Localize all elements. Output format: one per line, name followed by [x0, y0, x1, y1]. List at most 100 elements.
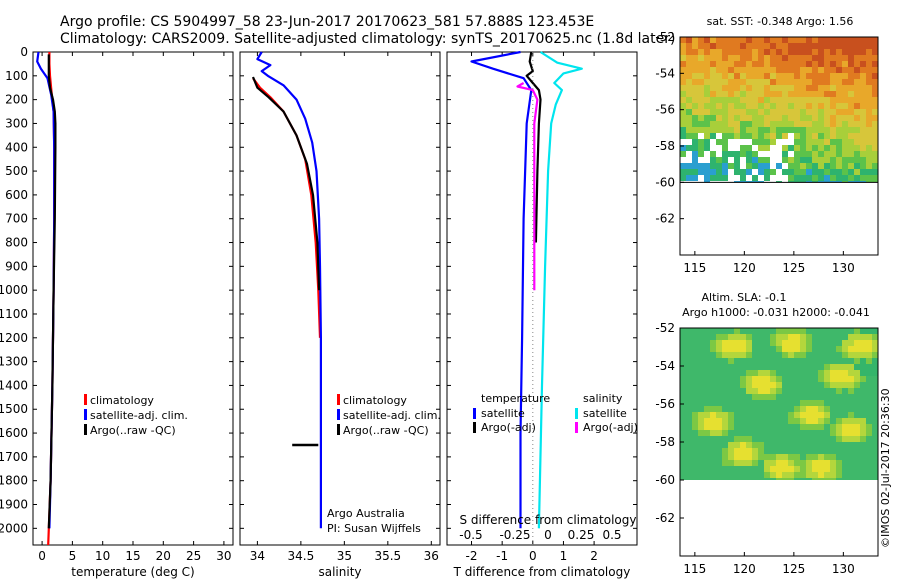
- map-cell: [848, 115, 854, 121]
- map-cell: [794, 424, 800, 430]
- map-cell: [710, 127, 716, 133]
- map-cell: [830, 376, 836, 382]
- map-cell: [872, 151, 878, 157]
- map-cell: [794, 340, 800, 346]
- map-cell: [836, 388, 842, 394]
- map-cell: [872, 466, 878, 472]
- map-cell: [722, 97, 728, 103]
- map-cell: [854, 424, 860, 430]
- map-cell: [758, 127, 764, 133]
- map-cell: [788, 340, 794, 346]
- map-cell: [704, 91, 710, 97]
- map-cell: [692, 181, 698, 183]
- map-cell: [746, 328, 752, 334]
- map-cell: [728, 394, 734, 400]
- map-cell: [734, 406, 740, 412]
- map-cell: [698, 448, 704, 454]
- map-cell: [692, 370, 698, 376]
- map-cell: [872, 133, 878, 139]
- map-cell: [704, 103, 710, 109]
- map-cell: [764, 466, 770, 472]
- map-cell: [722, 103, 728, 109]
- map-cell: [782, 352, 788, 358]
- map-cell: [854, 67, 860, 73]
- series-line: [525, 51, 542, 243]
- map-cell: [818, 61, 824, 67]
- map-cell: [698, 346, 704, 352]
- map-cell: [722, 418, 728, 424]
- map-cell: [698, 115, 704, 121]
- map-cell: [716, 418, 722, 424]
- map-cell: [740, 121, 746, 127]
- map-cell: [740, 418, 746, 424]
- map-cell: [710, 49, 716, 55]
- map-cell: [812, 121, 818, 127]
- y-tick-label: 500: [5, 164, 28, 178]
- map-cell: [842, 49, 848, 55]
- map-cell: [716, 85, 722, 91]
- map-cell: [818, 376, 824, 382]
- map-cell: [872, 37, 878, 43]
- map-cell: [842, 352, 848, 358]
- map-cell: [812, 436, 818, 442]
- map-cell: [734, 358, 740, 364]
- map-cell: [788, 418, 794, 424]
- map-cell: [788, 430, 794, 436]
- map-cell: [800, 109, 806, 115]
- map-cell: [686, 328, 692, 334]
- map-cell: [836, 169, 842, 175]
- map-cell: [758, 61, 764, 67]
- map-cell: [818, 163, 824, 169]
- map-cell: [872, 400, 878, 406]
- map-cell: [812, 169, 818, 175]
- map-cell: [716, 175, 722, 181]
- map-cell: [734, 49, 740, 55]
- map-cell: [836, 181, 842, 183]
- map-cell: [812, 61, 818, 67]
- map-cell: [818, 370, 824, 376]
- map-cell: [782, 151, 788, 157]
- map-cell: [794, 472, 800, 478]
- map-cell: [734, 418, 740, 424]
- map-cell: [782, 163, 788, 169]
- map-cell: [836, 460, 842, 466]
- map-cell: [788, 91, 794, 97]
- map-cell: [794, 43, 800, 49]
- map-cell: [848, 97, 854, 103]
- map-cell: [698, 151, 704, 157]
- map-cell: [860, 334, 866, 340]
- map-cell: [860, 412, 866, 418]
- map-cell: [704, 109, 710, 115]
- y-tick-label: -62: [655, 212, 675, 226]
- map-cell: [746, 61, 752, 67]
- map-cell: [716, 400, 722, 406]
- map-cell: [806, 109, 812, 115]
- map-cell: [848, 73, 854, 79]
- map-cell: [818, 127, 824, 133]
- map-cell: [794, 430, 800, 436]
- map-cell: [770, 49, 776, 55]
- map-cell: [788, 109, 794, 115]
- map-cell: [842, 388, 848, 394]
- map-cell: [728, 442, 734, 448]
- map-cell: [770, 61, 776, 67]
- map-cell: [728, 61, 734, 67]
- map-cell: [848, 139, 854, 145]
- map-cell: [746, 49, 752, 55]
- map-cell: [842, 418, 848, 424]
- legend-swatch: [84, 409, 87, 420]
- map-cell: [872, 418, 878, 424]
- map-cell: [680, 151, 686, 157]
- map-cell: [740, 151, 746, 157]
- map-cell: [764, 109, 770, 115]
- map-cell: [866, 139, 872, 145]
- map-cell: [776, 85, 782, 91]
- map-cell: [734, 460, 740, 466]
- map-cell: [842, 127, 848, 133]
- map-cell: [848, 364, 854, 370]
- map-cell: [782, 382, 788, 388]
- map-cell: [848, 400, 854, 406]
- map-cell: [860, 103, 866, 109]
- map-cell: [722, 352, 728, 358]
- x-tick-label: 25: [186, 549, 201, 563]
